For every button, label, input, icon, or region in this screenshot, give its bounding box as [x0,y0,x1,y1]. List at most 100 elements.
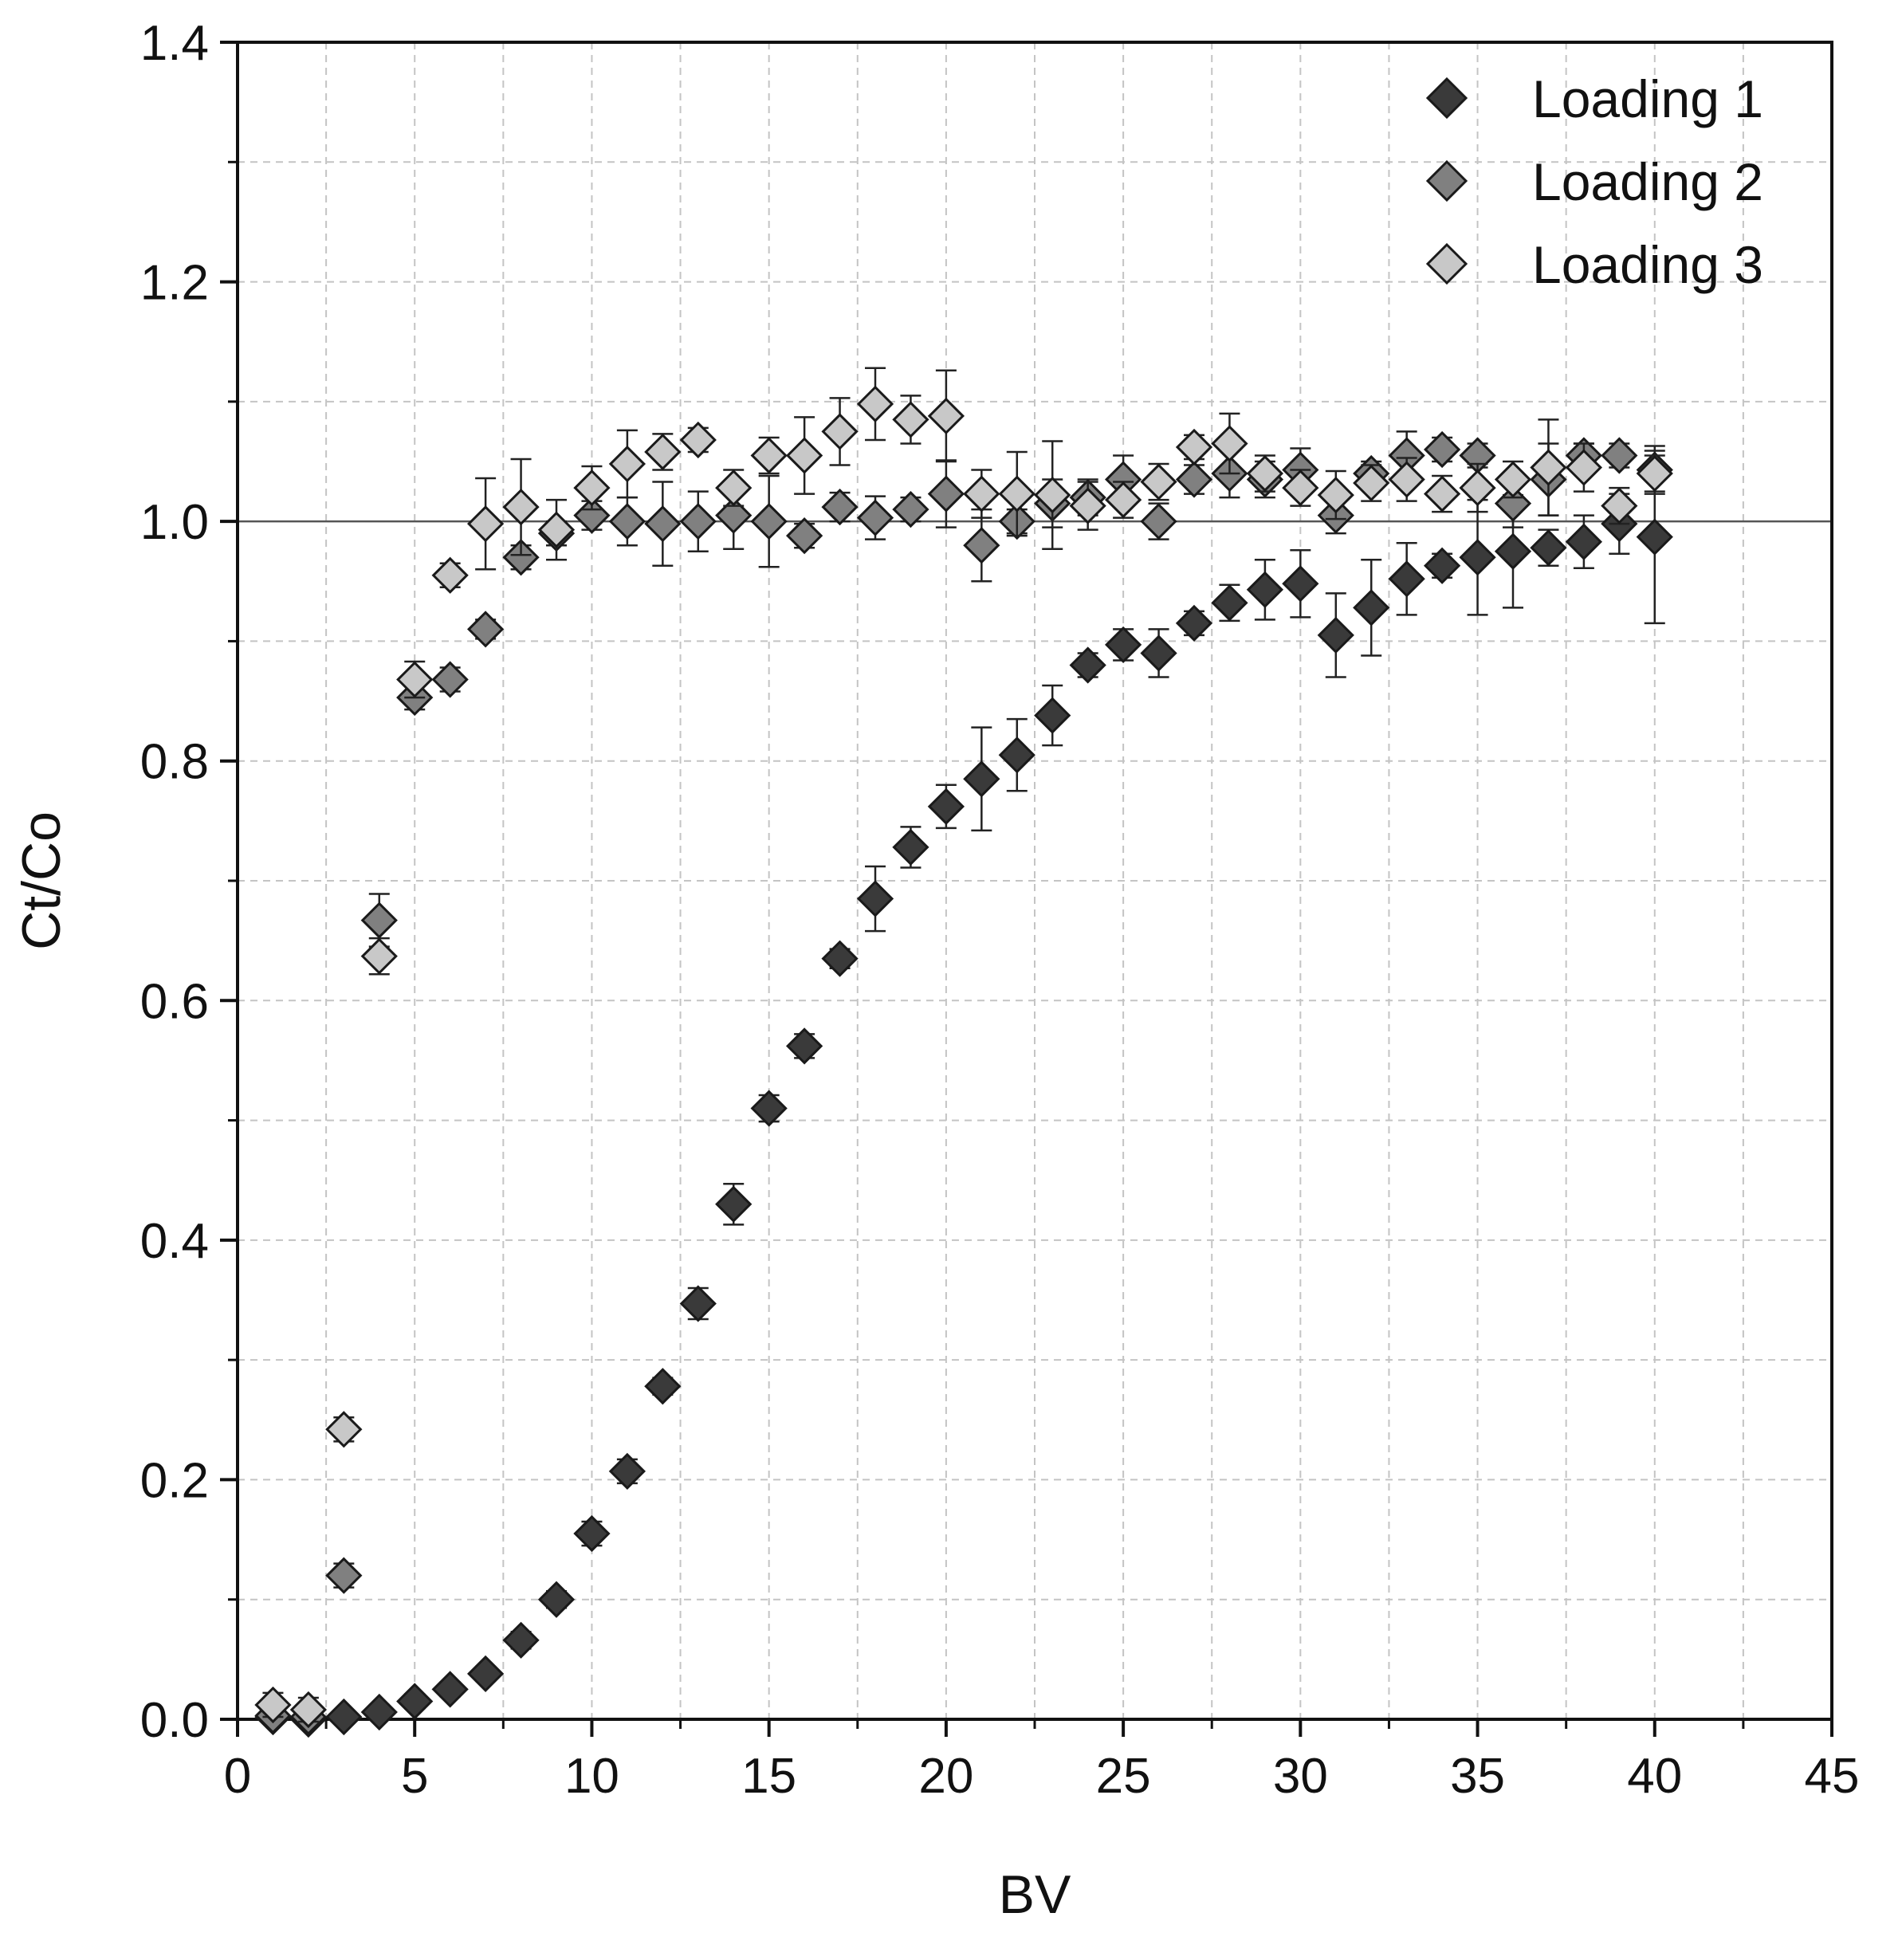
data-point [644,1368,682,1405]
data-point [750,1090,788,1127]
x-tick-label: 25 [1096,1749,1151,1804]
data-point [927,788,965,825]
data-point [1388,461,1425,498]
x-tick-label: 40 [1627,1749,1682,1804]
data-point [573,1514,611,1553]
grid [238,42,1832,1719]
data-point [821,488,859,526]
data-point [1530,449,1567,486]
data-point [892,490,929,528]
legend-label: Loading 1 [1532,69,1763,128]
data-series [254,367,1673,1738]
data-point [608,1452,646,1491]
data-point [1246,454,1284,493]
data-point [750,503,788,540]
x-tick-label: 35 [1450,1749,1505,1804]
data-point [325,1557,363,1594]
y-tick-label: 0.6 [140,974,209,1029]
data-point [1104,626,1142,664]
data-point [1565,523,1603,560]
data-point [325,1411,363,1448]
y-tick-label: 0.4 [140,1214,209,1269]
x-tick-label: 30 [1273,1749,1328,1804]
legend: Loading 1 Loading 2 Loading 3 [1425,69,1763,294]
series-1 [254,450,1673,1738]
data-point [963,475,1000,513]
legend-marker [1425,77,1468,120]
data-point [998,475,1035,513]
data-point [1353,589,1390,626]
data-point [396,661,434,698]
data-point [502,488,540,526]
data-point [715,1185,753,1223]
data-point [325,1698,363,1736]
data-point [785,517,823,555]
legend-label: Loading 2 [1532,152,1763,211]
data-point [502,1621,540,1659]
data-point [856,880,894,917]
data-point [1140,503,1177,540]
x-tick-label: 0 [224,1749,251,1804]
data-point [821,413,859,450]
data-point [679,421,717,459]
y-tick-label: 0.8 [140,735,209,790]
data-point [1246,571,1284,608]
data-point [1175,461,1213,498]
legend-label: Loading 3 [1532,235,1763,294]
data-point [892,828,929,866]
data-point [537,511,576,548]
data-point [466,611,505,648]
data-point [573,469,611,507]
x-axis-title: BV [999,1864,1071,1925]
data-point [1211,584,1248,622]
data-point [1601,487,1638,524]
data-point [608,445,646,483]
data-point [431,661,469,698]
data-point [1423,430,1461,469]
data-point [502,539,540,576]
data-point [360,901,398,939]
x-tick-label: 20 [918,1749,973,1804]
data-point [431,556,469,594]
data-point [715,469,753,507]
data-point [1140,463,1177,501]
data-point [289,1691,328,1729]
y-tick-label: 1.2 [140,256,209,311]
data-point [1317,616,1354,654]
data-point [750,437,788,474]
data-point [856,385,894,422]
legend-marker [1425,159,1468,202]
data-point [1034,697,1071,734]
data-point [821,940,859,977]
data-point [998,736,1035,774]
data-point [892,401,929,438]
data-point [785,437,823,474]
data-point [1459,539,1496,576]
y-tick-label: 0.2 [140,1453,209,1508]
data-point [679,1285,717,1322]
series-3 [254,367,1673,1729]
data-point [1069,487,1106,524]
data-point [856,499,894,536]
data-point [963,527,1000,564]
data-point [1069,646,1106,684]
data-point [1423,475,1461,513]
data-point [644,505,682,543]
data-point [573,497,611,534]
data-point [1423,547,1461,584]
data-point [715,497,753,534]
data-point [1636,454,1673,493]
data-point [608,503,646,540]
data-point [1601,437,1638,474]
data-point [431,1671,469,1708]
data-point [1459,469,1496,507]
data-point [1034,476,1071,514]
data-point [963,760,1000,798]
data-point [360,937,398,975]
data-point [1282,469,1319,507]
data-point [1175,428,1213,466]
data-point [1140,634,1177,672]
data-point [927,475,965,513]
y-tick-label: 0.0 [140,1693,209,1748]
